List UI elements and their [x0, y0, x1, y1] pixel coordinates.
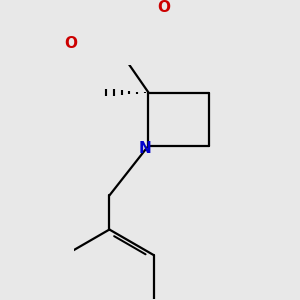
Text: N: N — [139, 141, 152, 156]
Text: O: O — [64, 36, 77, 51]
Text: O: O — [158, 0, 170, 15]
